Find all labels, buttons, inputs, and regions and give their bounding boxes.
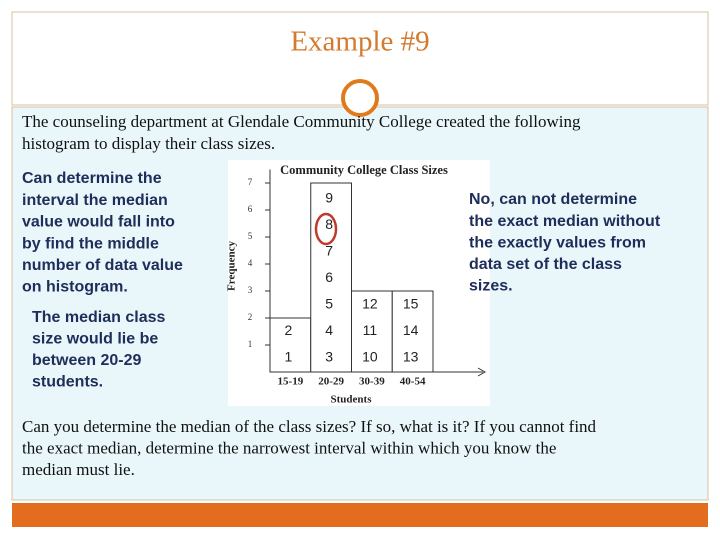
note-line: data set of the class (469, 256, 622, 273)
note-line: No, can not determine (469, 191, 637, 208)
item-label: 2 (284, 322, 292, 338)
item-label: 13 (403, 349, 419, 365)
item-label: 12 (362, 296, 378, 312)
x-tick-label: 15-19 (278, 376, 304, 388)
item-label: 10 (362, 349, 378, 365)
conclusion-line: students. (32, 374, 103, 391)
intro-line: The counseling department at Glendale Co… (22, 112, 581, 131)
note-line: sizes. (469, 278, 513, 295)
y-tick-label: 6 (248, 204, 253, 214)
median-circle (314, 212, 338, 246)
conclusion-line: The median class (32, 309, 165, 326)
y-axis-label: Frequency (226, 241, 238, 291)
item-label: 15 (403, 296, 419, 312)
x-axis-label: Students (331, 394, 373, 406)
question-line: median must lie. (22, 460, 135, 479)
y-tick-label: 1 (248, 339, 253, 349)
histogram: Community College Class Sizes Frequency St… (226, 163, 487, 406)
x-tick-label: 20-29 (318, 376, 344, 388)
item-label: 14 (403, 322, 419, 338)
x-tick-label: 40-54 (400, 376, 426, 388)
question-line: Can you determine the median of the clas… (22, 417, 597, 436)
conclusion-line: size would lie be (32, 331, 158, 348)
item-label: 8 (325, 216, 333, 232)
y-tick-label: 4 (248, 258, 253, 268)
note-line: by find the middle (22, 235, 159, 252)
x-axis-arrow (477, 367, 487, 377)
intro-line: histogram to display their class sizes. (22, 134, 275, 153)
item-label: 9 (325, 190, 333, 206)
x-tick-label: 30-39 (359, 376, 385, 388)
item-label: 1 (284, 349, 292, 365)
note-line: number of data value (22, 257, 183, 274)
note-line: the exact median without (469, 213, 661, 230)
item-label: 3 (325, 349, 333, 365)
note-line: interval the median (22, 192, 168, 209)
slide-title: Example #9 (290, 26, 429, 58)
y-tick-label: 2 (248, 312, 253, 322)
y-tick-label: 7 (248, 177, 253, 187)
conclusion-line: between 20-29 (32, 352, 141, 369)
y-tick-label: 3 (248, 285, 253, 295)
y-tick-label: 5 (248, 231, 253, 241)
chart-title: Community College Class Sizes (280, 163, 448, 177)
note-line: on histogram. (22, 279, 128, 296)
item-label: 7 (325, 243, 333, 259)
item-label: 11 (363, 322, 378, 338)
footer-bar (12, 503, 708, 527)
question-line: the exact median, determine the narrowes… (22, 438, 556, 457)
decor-circle (341, 79, 379, 117)
item-label: 5 (325, 296, 333, 312)
note-line: value would fall into (22, 214, 175, 231)
item-label: 4 (325, 322, 333, 338)
note-line: Can determine the (22, 170, 162, 187)
note-line: the exactly values from (469, 234, 646, 251)
item-label: 6 (325, 269, 333, 285)
